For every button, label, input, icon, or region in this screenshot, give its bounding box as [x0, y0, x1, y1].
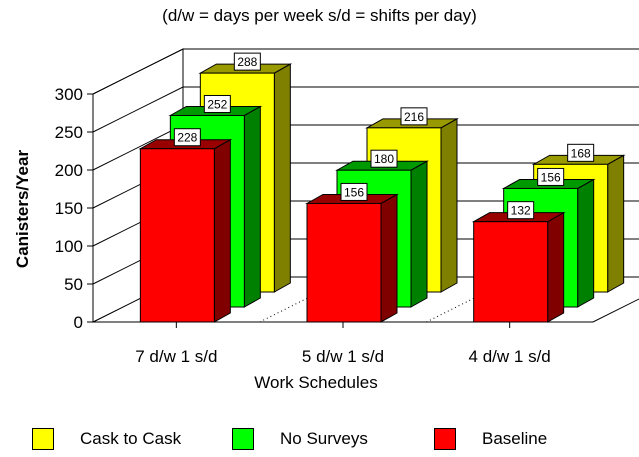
- bar-baseline-4-d-w-1-s-d: 132: [471, 201, 566, 323]
- legend-swatch-baseline: [434, 428, 456, 450]
- data-label: 288: [237, 55, 257, 69]
- x-axis: 7 d/w 1 s/d 5 d/w 1 s/d 4 d/w 1 s/d: [135, 322, 551, 366]
- y-axis: 0 50 100 150 200 250 300: [55, 85, 93, 332]
- data-label: 156: [541, 170, 561, 184]
- data-label-box: [400, 107, 428, 126]
- data-label-box: [370, 149, 398, 168]
- floor-separator: [426, 276, 517, 323]
- data-label-box: [233, 52, 261, 71]
- data-label: 168: [571, 146, 591, 160]
- data-label: 228: [177, 131, 197, 145]
- data-label-box: [567, 143, 595, 162]
- bar-side: [547, 211, 565, 323]
- x-tick-label-4-d-w-1-s-d: 4 d/w 1 s/d: [469, 347, 551, 366]
- bars: 288 216 168 252 180 156 228 156 132: [138, 52, 626, 323]
- y-tick-label: 50: [64, 275, 83, 294]
- legend-item-no-surveys: No Surveys: [232, 426, 368, 452]
- y-tick-label: 100: [55, 237, 83, 256]
- legend-label-cask-to-cask: Cask to Cask: [80, 429, 182, 448]
- data-label-box: [173, 128, 201, 147]
- legend-swatch-no-surveys: [232, 428, 254, 450]
- data-label-box: [203, 94, 231, 113]
- bar-front: [139, 148, 215, 323]
- data-label: 252: [207, 97, 227, 111]
- floor-separator: [259, 276, 350, 323]
- bar-side: [607, 154, 625, 293]
- gridline: [92, 86, 639, 133]
- legend-item-cask-to-cask: Cask to Cask: [32, 426, 181, 452]
- bar-side: [273, 63, 291, 293]
- data-label: 156: [344, 185, 364, 199]
- y-tick-label: 150: [55, 199, 83, 218]
- x-axis-title: Work Schedules: [254, 373, 377, 392]
- data-label: 180: [374, 152, 394, 166]
- data-label-box: [537, 167, 565, 186]
- gridline: [92, 48, 639, 95]
- data-label-box: [507, 201, 535, 220]
- y-tick-label: 0: [74, 313, 83, 332]
- chart-subtitle: (d/w = days per week s/d = shifts per da…: [162, 6, 477, 25]
- legend-item-baseline: Baseline: [434, 426, 547, 452]
- y-tick-label: 300: [55, 85, 83, 104]
- bar-side: [577, 178, 595, 308]
- bar-chart-3d: 0 50 100 150 200 250 300 Canisters/Year 7 d/w 1 …: [13, 48, 639, 392]
- bar-baseline-7-d-w-1-s-d: 228: [138, 128, 233, 323]
- data-label: 216: [404, 110, 424, 124]
- bar-side: [440, 117, 458, 293]
- legend-swatch-cask-to-cask: [32, 428, 54, 450]
- legend-label-no-surveys: No Surveys: [280, 429, 368, 448]
- x-tick-label-7-d-w-1-s-d: 7 d/w 1 s/d: [135, 347, 217, 366]
- x-tick-label-5-d-w-1-s-d: 5 d/w 1 s/d: [302, 347, 384, 366]
- bar-side: [410, 160, 428, 308]
- y-axis-title: Canisters/Year: [13, 150, 32, 269]
- bar-baseline-5-d-w-1-s-d: 156: [305, 182, 399, 323]
- bar-side: [380, 193, 398, 323]
- data-label-box: [340, 182, 368, 201]
- data-label: 132: [511, 204, 531, 218]
- y-tick-label: 250: [55, 123, 83, 142]
- y-tick-label: 200: [55, 161, 83, 180]
- bar-side: [243, 105, 261, 308]
- bar-side: [213, 138, 231, 323]
- legend-label-baseline: Baseline: [482, 429, 548, 448]
- bar-front: [306, 202, 382, 323]
- bar-front: [473, 221, 549, 323]
